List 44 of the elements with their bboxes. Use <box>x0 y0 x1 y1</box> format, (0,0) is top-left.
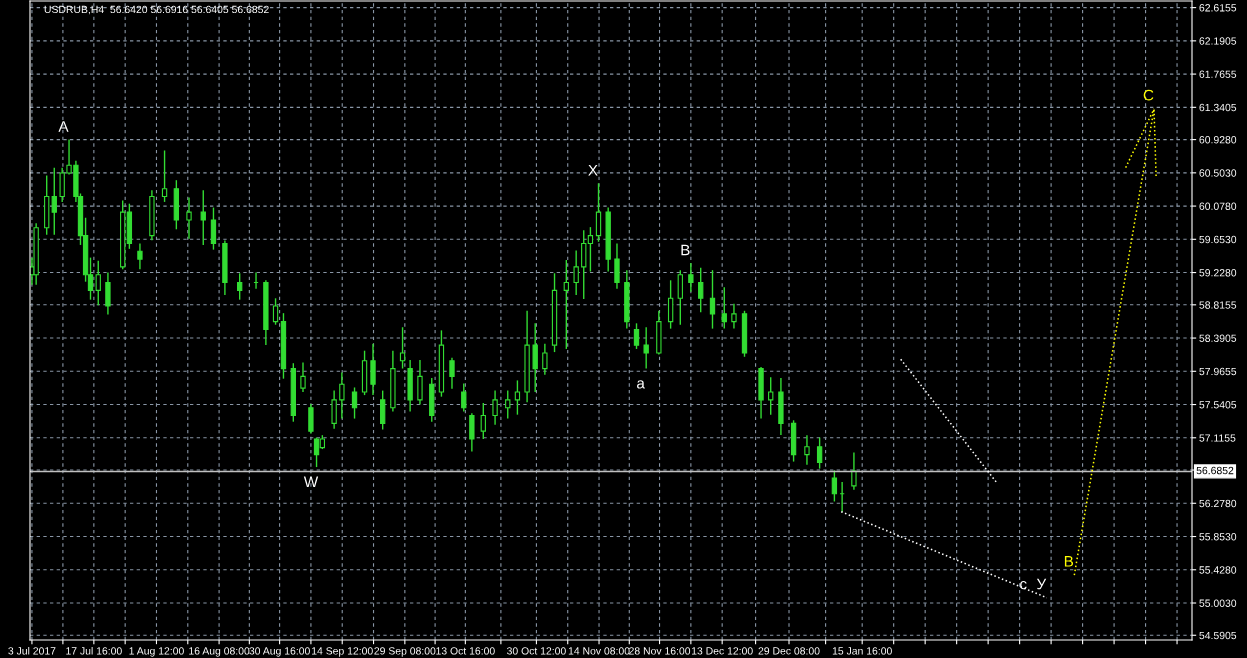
annotation: a <box>637 380 645 389</box>
x-tick-label: 30 Oct 12:00 <box>506 647 566 655</box>
x-tick-label: 14 Sep 12:00 <box>312 647 373 657</box>
y-tick-label: 61.3405 <box>1199 103 1237 112</box>
y-tick-label: 60.0780 <box>1199 202 1237 210</box>
x-tick-label: 15 Jan 16:00 <box>832 647 892 655</box>
y-tick-label: 57.1155 <box>1199 434 1236 442</box>
x-tick-label: 30 Aug 16:00 <box>249 647 310 657</box>
y-tick-label: 55.4280 <box>1199 566 1237 574</box>
x-tick-label: 3 Jul 2017 <box>8 646 56 655</box>
x-tick-label: 14 Nov 08:00 <box>568 647 630 655</box>
y-tick-label: 62.1905 <box>1199 37 1237 45</box>
x-tick-label: 16 Aug 08:00 <box>189 647 250 657</box>
annotation: У <box>1036 578 1047 590</box>
y-tick-label: 59.6530 <box>1199 235 1237 244</box>
y-tick-label: 62.6155 <box>1199 4 1237 12</box>
y-tick-label: 54.5905 <box>1199 631 1237 640</box>
x-tick-label: 17 Jul 16:00 <box>66 646 122 655</box>
y-tick-label: 58.8155 <box>1199 301 1237 309</box>
annotation: X <box>588 164 598 176</box>
annotation: A <box>58 121 69 132</box>
annotation: B <box>681 244 690 256</box>
y-tick-label: 56.2780 <box>1199 499 1237 508</box>
y-tick-label: 60.9280 <box>1199 136 1237 144</box>
annotation: B <box>1064 556 1074 567</box>
y-tick-label: 57.5405 <box>1199 401 1237 409</box>
x-tick-label: 1 Aug 12:00 <box>129 647 184 657</box>
y-tick-label: 55.0030 <box>1199 599 1237 607</box>
y-tick-label: 60.5030 <box>1199 169 1237 177</box>
chart-title: USDRUB,H4 56.6420 56.6916 56.6405 56.6852 <box>44 5 269 15</box>
x-tick-label: 28 Nov 16:00 <box>629 647 691 655</box>
y-tick-label: 57.9655 <box>1199 367 1237 376</box>
x-tick-label: 29 Sep 08:00 <box>374 647 436 657</box>
annotation: C <box>1143 89 1154 101</box>
x-tick-label: 13 Oct 16:00 <box>436 647 495 655</box>
x-tick-label: 13 Dec 12:00 <box>691 647 753 655</box>
x-tick-label: 29 Dec 08:00 <box>758 647 820 655</box>
y-tick-label: 58.3905 <box>1199 334 1237 342</box>
y-tick-label: 61.7655 <box>1199 70 1237 78</box>
y-tick-label: 55.8530 <box>1199 533 1237 541</box>
ref-line-label: 56.6852 <box>1196 466 1234 475</box>
y-tick-label: 59.2280 <box>1199 269 1237 277</box>
annotation: W <box>303 476 319 487</box>
annotation: c <box>1020 580 1027 590</box>
